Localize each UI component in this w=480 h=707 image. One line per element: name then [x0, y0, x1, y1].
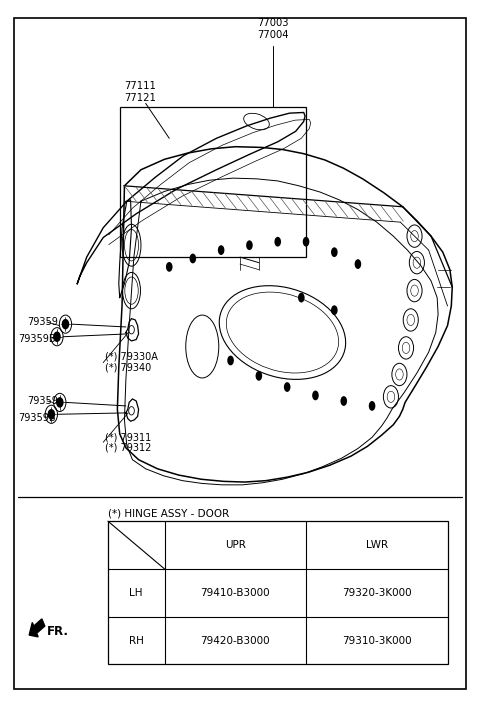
- Circle shape: [48, 410, 54, 419]
- Text: 79359: 79359: [27, 396, 58, 406]
- Text: (*) 79340: (*) 79340: [105, 363, 151, 373]
- Text: 79420-B3000: 79420-B3000: [201, 636, 270, 645]
- Circle shape: [166, 262, 172, 271]
- Circle shape: [331, 305, 337, 315]
- Bar: [108, 521, 447, 665]
- Circle shape: [227, 356, 234, 366]
- Circle shape: [312, 390, 319, 400]
- Circle shape: [62, 320, 69, 329]
- Text: 77111
77121: 77111 77121: [124, 81, 156, 103]
- Text: 79359: 79359: [27, 317, 58, 327]
- Text: (*) 79311: (*) 79311: [105, 433, 151, 443]
- Text: (*) 79330A: (*) 79330A: [105, 352, 157, 362]
- Circle shape: [218, 245, 225, 255]
- Circle shape: [275, 237, 281, 247]
- Text: 79310-3K000: 79310-3K000: [342, 636, 411, 645]
- Circle shape: [57, 398, 63, 407]
- Circle shape: [331, 247, 337, 257]
- Circle shape: [298, 293, 305, 303]
- Circle shape: [54, 332, 60, 341]
- Text: 79410-B3000: 79410-B3000: [201, 588, 270, 598]
- Circle shape: [255, 371, 262, 381]
- Bar: [120, 107, 306, 257]
- Text: LH: LH: [130, 588, 143, 598]
- Circle shape: [246, 240, 253, 250]
- Text: 77003
77004: 77003 77004: [257, 18, 289, 40]
- Circle shape: [284, 382, 290, 392]
- Circle shape: [303, 237, 309, 247]
- Circle shape: [340, 396, 347, 406]
- Text: LWR: LWR: [366, 540, 388, 550]
- Circle shape: [355, 259, 361, 269]
- Text: 79320-3K000: 79320-3K000: [342, 588, 411, 598]
- Text: 79359B: 79359B: [18, 334, 56, 344]
- Text: RH: RH: [129, 636, 144, 645]
- Circle shape: [190, 254, 196, 264]
- Text: UPR: UPR: [225, 540, 246, 550]
- FancyArrow shape: [29, 619, 45, 637]
- Circle shape: [369, 401, 375, 411]
- Text: (*) HINGE ASSY - DOOR: (*) HINGE ASSY - DOOR: [108, 508, 229, 519]
- Text: FR.: FR.: [47, 625, 69, 638]
- Text: (*) 79312: (*) 79312: [105, 443, 151, 452]
- Text: 79359B: 79359B: [18, 413, 56, 423]
